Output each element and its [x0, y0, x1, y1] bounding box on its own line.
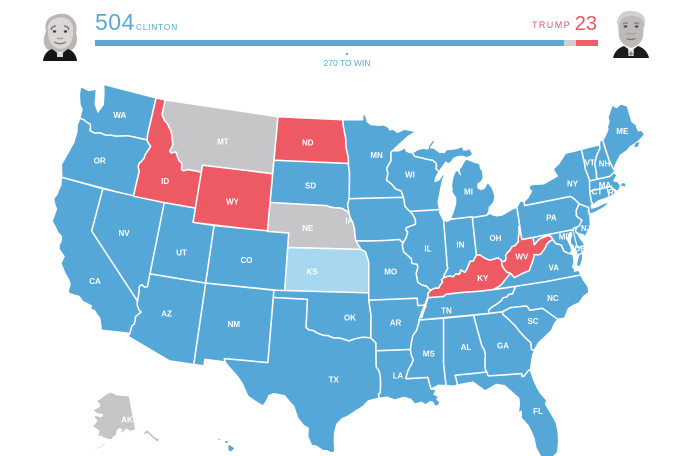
- svg-text:MN: MN: [370, 151, 383, 160]
- svg-text:OK: OK: [344, 313, 356, 322]
- svg-text:MI: MI: [464, 187, 473, 196]
- svg-text:RI: RI: [608, 188, 616, 197]
- svg-text:NJ: NJ: [581, 224, 591, 233]
- svg-text:WI: WI: [405, 171, 415, 180]
- svg-text:AL: AL: [461, 343, 472, 352]
- svg-text:IL: IL: [424, 244, 431, 253]
- svg-text:CT: CT: [592, 187, 603, 196]
- svg-text:CO: CO: [241, 256, 253, 265]
- svg-text:ND: ND: [302, 139, 314, 148]
- svg-text:IA: IA: [345, 217, 353, 226]
- svg-text:WA: WA: [113, 111, 126, 120]
- svg-text:SC: SC: [527, 317, 538, 326]
- svg-text:ME: ME: [616, 127, 629, 136]
- svg-text:VT: VT: [585, 159, 595, 168]
- svg-text:KS: KS: [306, 267, 318, 276]
- svg-text:MA: MA: [599, 181, 612, 190]
- svg-text:NC: NC: [547, 294, 559, 303]
- svg-text:MO: MO: [384, 268, 397, 277]
- svg-text:MD: MD: [559, 232, 572, 241]
- svg-text:AK: AK: [121, 416, 133, 425]
- svg-text:VA: VA: [549, 263, 560, 272]
- svg-text:WY: WY: [226, 198, 240, 207]
- svg-text:NH: NH: [599, 159, 611, 168]
- svg-text:OH: OH: [490, 234, 502, 243]
- svg-text:MS: MS: [423, 349, 436, 358]
- svg-text:NV: NV: [118, 229, 130, 238]
- svg-text:KY: KY: [477, 274, 489, 283]
- svg-text:DE: DE: [574, 245, 586, 254]
- svg-text:NY: NY: [567, 179, 579, 188]
- svg-text:AZ: AZ: [161, 310, 172, 319]
- svg-text:GA: GA: [497, 342, 509, 351]
- svg-text:TX: TX: [329, 375, 340, 384]
- svg-text:IN: IN: [456, 240, 464, 249]
- svg-text:CA: CA: [89, 277, 101, 286]
- svg-text:UT: UT: [176, 248, 187, 257]
- svg-text:LA: LA: [393, 372, 404, 381]
- svg-text:ID: ID: [161, 177, 169, 186]
- svg-text:SD: SD: [305, 181, 316, 190]
- svg-text:TN: TN: [441, 307, 452, 316]
- svg-text:FL: FL: [533, 407, 543, 416]
- svg-text:MT: MT: [217, 138, 229, 147]
- svg-text:NM: NM: [228, 320, 241, 329]
- svg-text:NE: NE: [302, 224, 314, 233]
- svg-text:PA: PA: [546, 214, 557, 223]
- svg-text:AR: AR: [390, 319, 402, 328]
- svg-text:WV: WV: [515, 252, 529, 261]
- svg-text:OR: OR: [94, 157, 106, 166]
